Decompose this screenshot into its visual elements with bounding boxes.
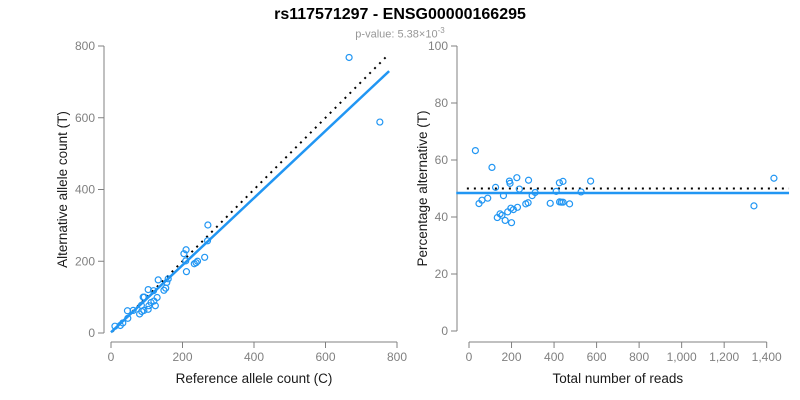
y-axis-tick-label: 600 <box>75 111 95 125</box>
x-axis-tick-label: 600 <box>315 350 335 364</box>
data-point <box>559 177 567 185</box>
data-point <box>182 246 190 254</box>
x-axis-tick-label: 200 <box>502 350 522 364</box>
x-axis-tick-label: 0 <box>466 350 473 364</box>
identity-line <box>111 56 387 333</box>
data-point <box>129 306 137 314</box>
y-axis-tick-label: 0 <box>88 326 95 340</box>
data-point <box>546 199 554 207</box>
data-point <box>182 257 190 265</box>
data-point <box>160 286 168 294</box>
y-axis-tick-label: 0 <box>441 324 448 338</box>
x-axis-tick-label: 400 <box>544 350 564 364</box>
data-point <box>151 302 159 310</box>
data-point <box>750 202 758 210</box>
data-point <box>552 187 560 195</box>
data-point <box>770 174 778 182</box>
x-axis-tick-label: 200 <box>172 350 192 364</box>
data-point <box>471 146 479 155</box>
data-point <box>484 194 492 202</box>
data-point <box>513 203 522 211</box>
x-axis-tick-label: 800 <box>629 350 649 364</box>
y-axis-tick-label: 40 <box>435 210 449 224</box>
y-axis-title: Alternative allele count (T) <box>55 111 70 268</box>
data-point <box>204 221 212 229</box>
data-point <box>149 287 158 295</box>
x-axis-tick-label: 1,400 <box>752 350 782 364</box>
data-point <box>193 257 202 265</box>
y-axis-tick-label: 800 <box>75 39 95 53</box>
data-point <box>531 188 539 197</box>
data-point <box>515 185 523 193</box>
data-point <box>154 276 162 284</box>
data-point <box>565 200 574 208</box>
x-axis-title: Total number of reads <box>553 371 684 386</box>
x-axis-tick-label: 600 <box>587 350 607 364</box>
allele-counts-scatter: 0 200 400 600 800 0 200 400 600 800 Reference alle… <box>55 39 407 386</box>
data-point <box>119 319 127 327</box>
data-point <box>524 176 533 184</box>
data-point <box>499 192 508 200</box>
y-axis-title: Percentage alternative (T) <box>415 110 430 266</box>
data-point <box>488 163 496 172</box>
data-point <box>164 275 172 283</box>
data-point <box>345 53 353 62</box>
data-point <box>555 179 563 187</box>
x-axis-tick-label: 0 <box>108 350 115 364</box>
data-point <box>498 211 506 219</box>
data-point <box>491 183 500 191</box>
data-point <box>507 219 516 227</box>
x-axis-tick-label: 1,000 <box>667 350 697 364</box>
data-point <box>501 216 509 225</box>
data-point <box>376 118 384 126</box>
data-point <box>524 199 532 207</box>
data-point <box>506 179 514 187</box>
x-axis-title: Reference allele count (C) <box>176 371 333 386</box>
x-axis-tick-label: 400 <box>244 350 264 364</box>
y-axis-tick-label: 100 <box>428 39 448 53</box>
data-point <box>123 307 132 315</box>
data-point <box>180 250 188 258</box>
data-point <box>144 305 152 313</box>
data-point <box>577 188 585 196</box>
y-axis-tick-label: 20 <box>435 267 449 281</box>
data-point <box>163 278 171 287</box>
data-point <box>137 301 145 309</box>
data-point <box>203 237 212 245</box>
data-point <box>559 198 567 206</box>
data-point <box>140 293 148 301</box>
percentage-reads-scatter: 0 20 40 60 80 100 0 200 400 600 800 1,000 1,200 1,400… <box>415 39 790 386</box>
y-axis-tick-label: 80 <box>435 96 449 110</box>
data-point <box>513 174 521 182</box>
data-point <box>182 268 191 276</box>
x-axis-tick-label: 1,200 <box>709 350 739 364</box>
data-point <box>587 177 595 185</box>
data-point <box>153 293 161 302</box>
y-axis-tick-label: 200 <box>75 254 95 268</box>
fit-line <box>110 70 390 334</box>
data-point <box>124 314 132 322</box>
x-axis-tick-label: 800 <box>387 350 407 364</box>
data-point <box>201 253 209 261</box>
data-point <box>496 210 504 218</box>
y-axis-tick-label: 400 <box>75 183 95 197</box>
y-axis-tick-label: 60 <box>435 153 449 167</box>
data-point <box>192 259 200 267</box>
